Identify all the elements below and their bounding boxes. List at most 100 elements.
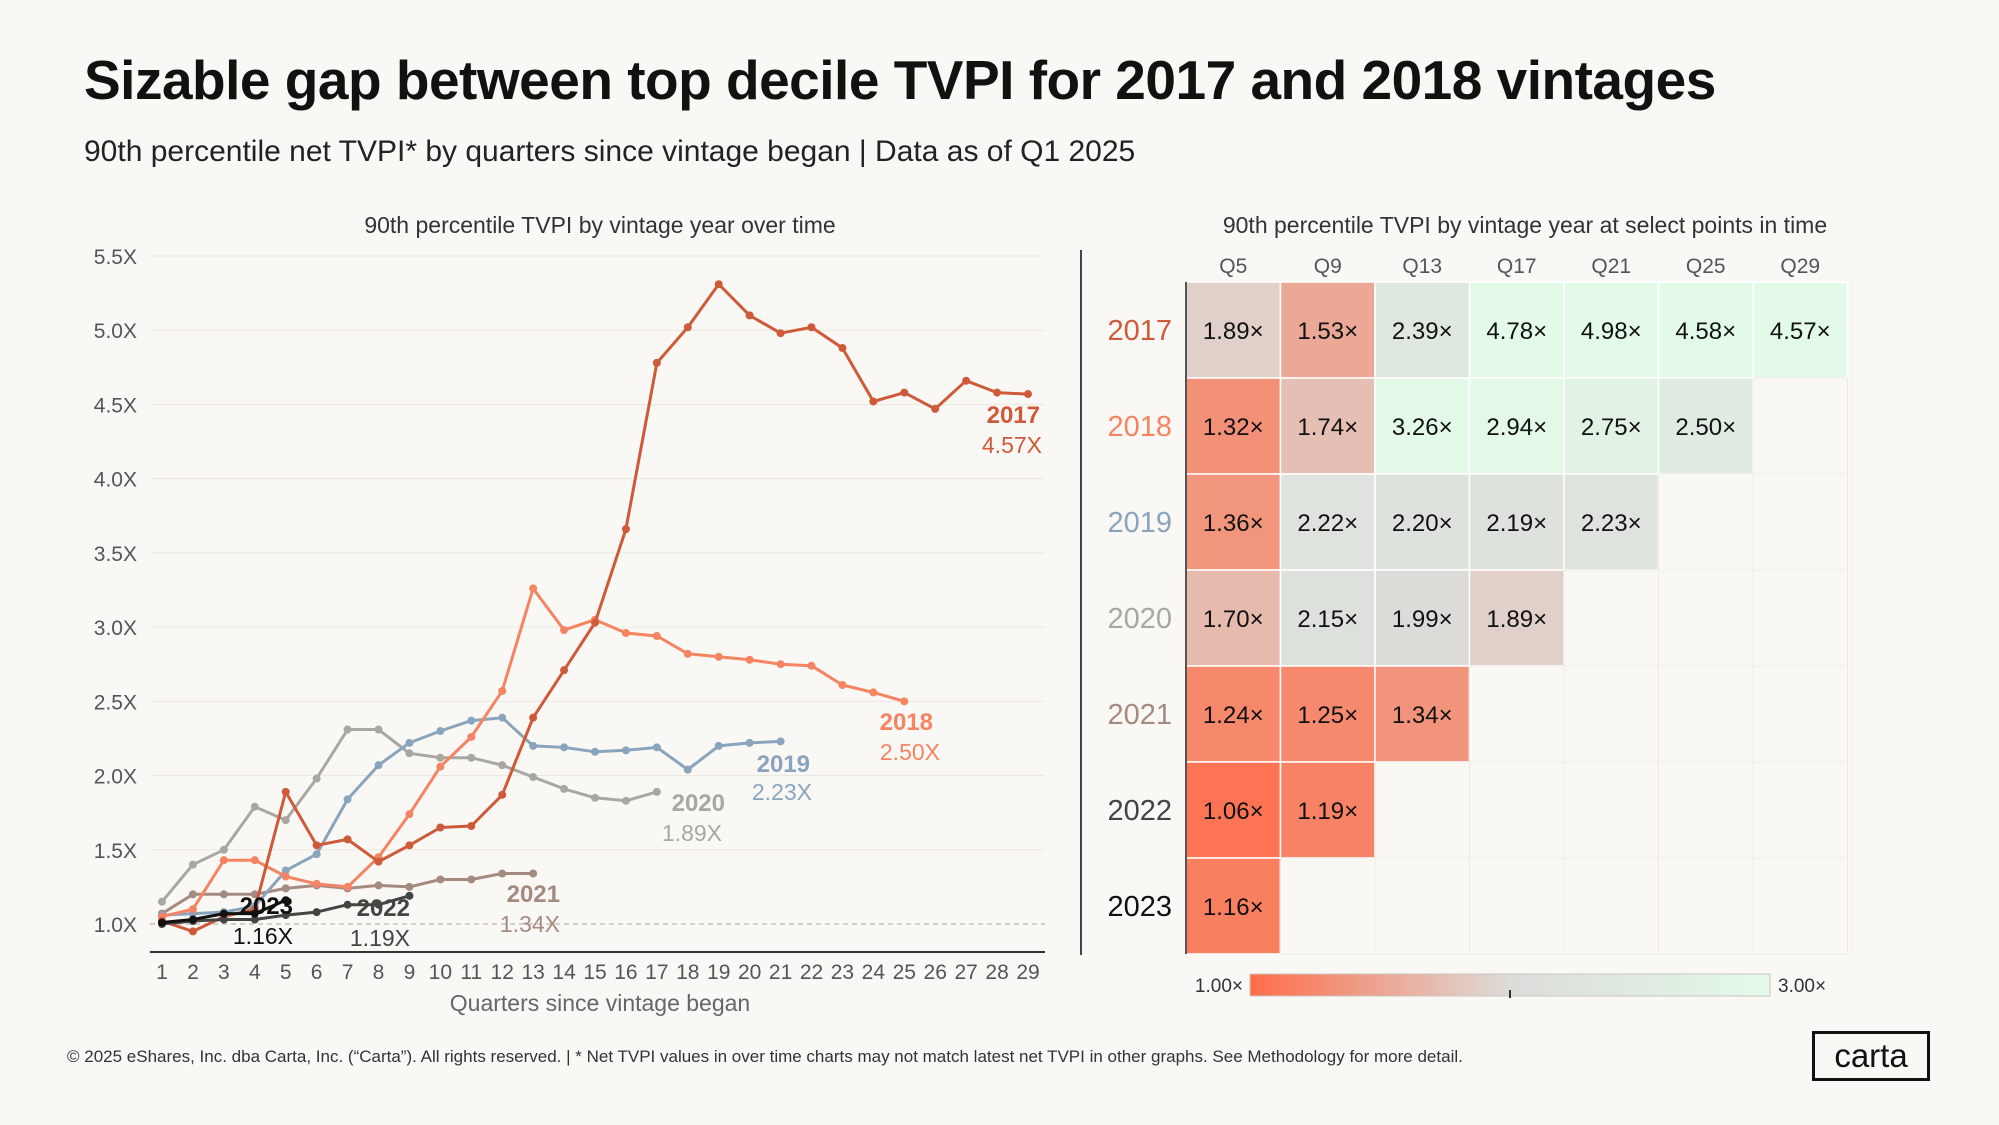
heatmap-cell-value: 1.74×: [1297, 414, 1358, 441]
heatmap-empty-cell: [1374, 857, 1471, 955]
data-point-2017: [652, 358, 661, 367]
heatmap-cell: [1374, 281, 1471, 379]
heatmap-cell: [1185, 857, 1282, 955]
data-point-2019: [374, 761, 383, 770]
data-point-2018: [312, 879, 321, 888]
heatmap-grid-cell: [1469, 761, 1565, 859]
series-value-2019: 2.23X: [752, 779, 812, 805]
x-tick-label: 3: [218, 961, 230, 984]
heatmap-column-header: Q9: [1314, 255, 1342, 278]
x-tick-label: 23: [831, 961, 854, 984]
heatmap-column-header: Q29: [1780, 255, 1820, 278]
y-tick-label: 2.0X: [94, 766, 137, 789]
data-point-2020: [591, 793, 599, 802]
heatmap-grid-cell: [1752, 665, 1848, 763]
heatmap-row-label: 2021: [1107, 699, 1172, 731]
data-point-2017: [962, 376, 971, 385]
data-point-2020: [621, 796, 630, 805]
y-tick-label: 3.5X: [94, 543, 137, 566]
data-point-2018: [219, 856, 228, 865]
x-tick-label: 16: [614, 961, 637, 984]
data-point-2017: [436, 823, 445, 832]
data-point-2020: [498, 761, 507, 770]
x-tick-label: 14: [552, 961, 576, 984]
data-point-2017: [745, 311, 754, 320]
heatmap-empty-cell: [1657, 761, 1754, 859]
y-tick-label: 1.0X: [94, 914, 137, 937]
heatmap-grid-cell: [1563, 857, 1659, 955]
heatmap-empty-cell: [1374, 761, 1471, 859]
heatmap-row-label: 2022: [1107, 795, 1172, 827]
heatmap-grid-cell: [1563, 569, 1659, 667]
data-point-2022: [250, 915, 259, 924]
heatmap-empty-cell: [1752, 665, 1849, 763]
data-point-2023: [188, 915, 197, 924]
x-tick-label: 29: [1016, 961, 1039, 984]
page-title: Sizable gap between top decile TVPI for …: [84, 49, 1716, 111]
series-label-2018: 2018: [880, 709, 933, 736]
footer-copyright: © 2025 eShares, Inc. dba Carta, Inc. (“C…: [67, 1047, 1463, 1066]
series-label-2017: 2017: [987, 402, 1040, 429]
series-value-2020: 1.89X: [662, 820, 722, 846]
data-point-2022: [374, 900, 383, 909]
color-scale-max-label: 3.00×: [1778, 976, 1826, 997]
data-point-2020: [219, 845, 228, 854]
series-label-2023: 2023: [240, 893, 293, 920]
x-tick-label: 2: [187, 961, 199, 984]
heatmap-cell-value: 1.25×: [1297, 702, 1358, 729]
data-point-2021: [498, 869, 507, 878]
heatmap-empty-cell: [1752, 569, 1849, 667]
heatmap-grid-cell: [1752, 761, 1848, 859]
data-point-2018: [250, 856, 259, 865]
heatmap-cell: [1279, 377, 1376, 475]
heatmap-cell: [1468, 281, 1565, 379]
heatmap-cell-value: 1.99×: [1392, 606, 1453, 633]
data-point-2021: [529, 869, 538, 878]
heatmap-grid-cell: [1469, 665, 1565, 763]
x-tick-label: 19: [707, 961, 730, 984]
data-point-2017: [838, 344, 847, 353]
x-tick-label: 4: [249, 961, 261, 984]
heatmap-grid-cell: [1658, 761, 1754, 859]
color-scale-min-label: 1.00×: [1195, 976, 1243, 997]
data-point-2018: [560, 626, 569, 635]
data-point-2017: [312, 841, 321, 850]
heatmap-cell-value: 4.98×: [1581, 318, 1642, 345]
data-point-2019: [745, 738, 754, 747]
series-value-2023: 1.16X: [233, 923, 293, 949]
data-point-2019: [312, 850, 321, 859]
heatmap-cell-value: 3.26×: [1392, 414, 1453, 441]
heatmap-cell-value: 1.32×: [1203, 414, 1264, 441]
heatmap-cell: [1374, 377, 1471, 475]
data-point-2017: [560, 666, 569, 675]
data-point-2020: [529, 773, 538, 782]
data-point-2017: [281, 787, 290, 796]
heatmap-grid-cell: [1280, 857, 1376, 955]
data-point-2019: [467, 716, 476, 725]
y-tick-label: 5.0X: [94, 320, 137, 343]
data-point-2020: [467, 753, 476, 762]
heatmap-cell-value: 4.57×: [1770, 318, 1831, 345]
heatmap-cell: [1185, 665, 1282, 763]
heatmap-cell-value: 2.22×: [1297, 510, 1358, 537]
x-tick-label: 1: [156, 961, 168, 984]
data-point-2020: [250, 802, 259, 811]
data-point-2018: [281, 872, 290, 881]
data-point-2023: [219, 909, 228, 918]
heatmap-cell: [1279, 473, 1376, 571]
data-point-2018: [436, 762, 445, 771]
heatmap-empty-cell: [1657, 473, 1754, 571]
data-point-2017: [405, 841, 414, 850]
data-point-2017: [188, 927, 197, 936]
data-point-2021: [405, 882, 414, 891]
heatmap-cell-value: 1.34×: [1392, 702, 1453, 729]
heatmap-grid-cell: [1658, 857, 1754, 955]
y-tick-label: 1.5X: [94, 840, 137, 863]
heatmap-grid-cell: [1374, 761, 1470, 859]
data-point-2020: [374, 725, 383, 734]
heatmap-cell-value: 2.75×: [1581, 414, 1642, 441]
heatmap-cell-value: 2.20×: [1392, 510, 1453, 537]
series-label-2020: 2020: [672, 790, 725, 817]
heatmap-cell-value: 1.19×: [1297, 798, 1358, 825]
